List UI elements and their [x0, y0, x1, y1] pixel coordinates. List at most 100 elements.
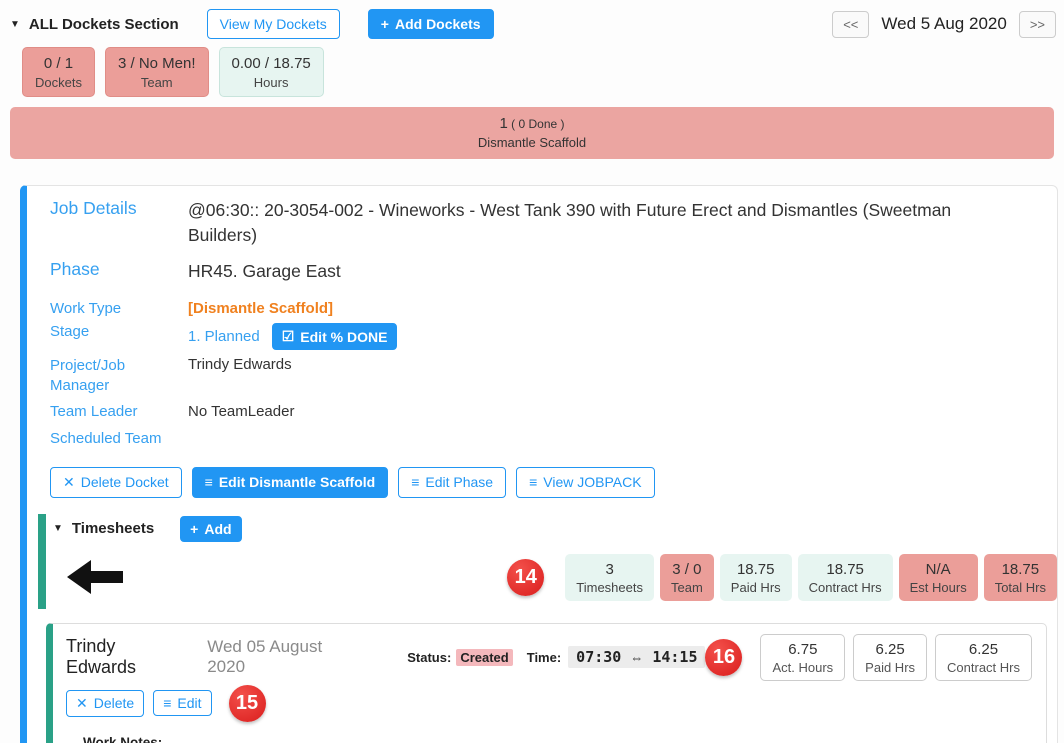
dockets-count-value: 0 / 1 [43, 55, 74, 72]
section-title: ALL Dockets Section [28, 15, 179, 33]
stat-team-value: 3 / 0 [672, 560, 702, 578]
banner-label: Dismantle Scaffold [477, 135, 587, 150]
delete-timesheet-label: Delete [93, 695, 135, 712]
timesheet-person-name: Trindy Edwards [66, 636, 137, 678]
act-hours-value: 6.75 [788, 640, 818, 658]
timesheet-hour-boxes: 6.75 Act. Hours 6.25 Paid Hrs 6.25 Contr… [760, 633, 1032, 681]
job-docket-card: Job Details @06:30:: 20-3054-002 - Winew… [20, 185, 1058, 743]
x-icon: ✕ [76, 694, 88, 711]
stat-total-hrs: 18.75 Total Hrs [983, 553, 1057, 601]
time-label: Time: [526, 649, 562, 665]
top-bar: ▼ ALL Dockets Section View My Dockets + … [0, 0, 1064, 43]
status-label: Status: [407, 649, 452, 665]
view-jobpack-button[interactable]: ≡ View JOBPACK [516, 466, 655, 498]
left-arrow-icon [67, 560, 123, 595]
contract-hrs-value: 6.25 [968, 640, 999, 658]
stat-total-hrs-label: Total Hrs [994, 579, 1046, 595]
timesheet-entry: Trindy Edwards Wed 05 August 2020 Status… [46, 622, 1047, 743]
plus-icon: + [190, 520, 199, 537]
edit-percent-done-button[interactable]: ☑ Edit % DONE [271, 323, 398, 351]
edit-percent-done-label: Edit % DONE [300, 328, 388, 345]
delete-timesheet-button[interactable]: ✕ Delete [66, 689, 145, 717]
edit-work-type-label: Edit Dismantle Scaffold [218, 474, 376, 491]
dockets-count-badge: 0 / 1 Dockets [22, 47, 95, 97]
prev-day-button[interactable]: << [832, 10, 870, 38]
project-manager-label: Project/Job Manager [50, 357, 126, 395]
team-count-value: 3 / No Men! [117, 55, 196, 72]
work-type-label: Work Type [50, 300, 122, 318]
stat-team: 3 / 0 Team [660, 553, 714, 601]
edit-timesheet-label: Edit [177, 695, 202, 712]
add-timesheet-button[interactable]: + Add [180, 515, 242, 542]
next-day-button[interactable]: >> [1018, 10, 1056, 38]
timesheet-entry-actions: ✕ Delete ≡ Edit 15 [66, 684, 1038, 722]
job-details-row: Job Details @06:30:: 20-3054-002 - Winew… [50, 198, 1057, 249]
project-manager-row: Project/Job Manager Trindy Edwards [50, 356, 1057, 397]
banner-count: 1 [499, 115, 508, 132]
banner-done-text: ( 0 Done ) [511, 117, 565, 131]
stat-timesheets: 3 Timesheets [565, 553, 654, 601]
checkbox-icon: ☑ [281, 328, 295, 345]
phase-label: Phase [50, 258, 100, 279]
paid-hrs-value: 6.25 [875, 640, 905, 658]
timesheet-entry-header: Trindy Edwards Wed 05 August 2020 Status… [66, 633, 1038, 681]
add-timesheet-label: Add [204, 520, 232, 537]
plus-icon: + [380, 16, 389, 32]
project-manager-value: Trindy Edwards [188, 356, 292, 374]
edit-work-type-button[interactable]: ≡ Edit Dismantle Scaffold [191, 466, 389, 498]
stage-row: Stage 1. Planned ☑ Edit % DONE [50, 323, 1057, 351]
summary-badges: 0 / 1 Dockets 3 / No Men! Team 0.00 / 18… [22, 47, 1064, 97]
team-count-badge: 3 / No Men! Team [104, 47, 209, 97]
stat-paid-hrs-value: 18.75 [736, 560, 775, 578]
stat-contract-hrs-value: 18.75 [826, 560, 864, 578]
job-details-label: Job Details [50, 198, 137, 218]
collapse-triangle-icon: ▼ [10, 18, 20, 30]
team-leader-value: No TeamLeader [188, 402, 295, 420]
collapse-triangle-icon[interactable]: ▼ [53, 523, 63, 535]
time-end: 14:15 [652, 648, 698, 667]
view-my-dockets-label: View My Dockets [219, 16, 327, 32]
stat-est-hours-label: Est Hours [909, 579, 967, 595]
delete-docket-button[interactable]: ✕ Delete Docket [50, 466, 182, 498]
work-type-summary-banner[interactable]: 1 ( 0 Done ) Dismantle Scaffold [10, 107, 1054, 159]
act-hours-box: 6.75 Act. Hours [760, 633, 846, 681]
hours-count-value: 0.00 / 18.75 [231, 55, 311, 72]
view-my-dockets-button[interactable]: View My Dockets [206, 9, 340, 39]
timesheet-stat-boxes: 3 Timesheets 3 / 0 Team 18.75 Paid Hrs 1… [565, 553, 1057, 601]
job-details-value: @06:30:: 20-3054-002 - Wineworks - West … [188, 200, 952, 246]
timesheet-date: Wed 05 August 2020 [207, 637, 323, 677]
stage-value-link[interactable]: 1. Planned [188, 328, 260, 346]
edit-timesheet-button[interactable]: ≡ Edit [153, 690, 212, 717]
edit-phase-button[interactable]: ≡ Edit Phase [398, 466, 507, 498]
stat-est-hours-value: N/A [925, 560, 951, 578]
stat-timesheets-label: Timesheets [576, 579, 643, 595]
stat-paid-hrs: 18.75 Paid Hrs [719, 553, 792, 601]
stat-timesheets-value: 3 [605, 560, 614, 578]
annotation-marker-15: 15 [228, 684, 266, 722]
timesheet-status: Status: Created [407, 648, 513, 666]
phase-value: HR45. Garage East [188, 260, 341, 281]
team-leader-row: Team Leader No TeamLeader [50, 403, 1057, 420]
delete-docket-label: Delete Docket [80, 474, 169, 491]
stat-contract-hrs-label: Contract Hrs [808, 579, 882, 595]
stat-est-hours: N/A Est Hours [898, 553, 978, 601]
docket-actions: ✕ Delete Docket ≡ Edit Dismantle Scaffol… [50, 466, 1057, 498]
add-dockets-button[interactable]: + Add Dockets [367, 9, 494, 39]
timesheets-title: Timesheets [71, 520, 155, 538]
hours-count-badge: 0.00 / 18.75 Hours [218, 47, 324, 97]
view-jobpack-label: View JOBPACK [543, 474, 642, 491]
paid-hrs-box: 6.25 Paid Hrs [853, 633, 928, 681]
stat-contract-hrs: 18.75 Contract Hrs [797, 553, 893, 601]
timesheets-stats-row: 14 3 Timesheets 3 / 0 Team 18.75 Paid Hr… [53, 553, 1057, 601]
banner-counts: 1 ( 0 Done ) [10, 115, 1054, 132]
hours-count-label: Hours [253, 75, 289, 90]
paid-hrs-label: Paid Hrs [865, 659, 916, 675]
stat-total-hrs-value: 18.75 [1001, 560, 1040, 578]
menu-icon: ≡ [411, 474, 420, 491]
all-dockets-section-toggle[interactable]: ▼ ALL Dockets Section [10, 16, 179, 33]
team-leader-label: Team Leader [50, 402, 138, 420]
work-notes-label: Work Notes: [83, 734, 163, 743]
current-date: Wed 5 Aug 2020 [881, 14, 1007, 33]
status-value-badge: Created [456, 648, 513, 666]
timesheet-time: Time: 07:30 ⇔ 14:15 [526, 646, 706, 669]
